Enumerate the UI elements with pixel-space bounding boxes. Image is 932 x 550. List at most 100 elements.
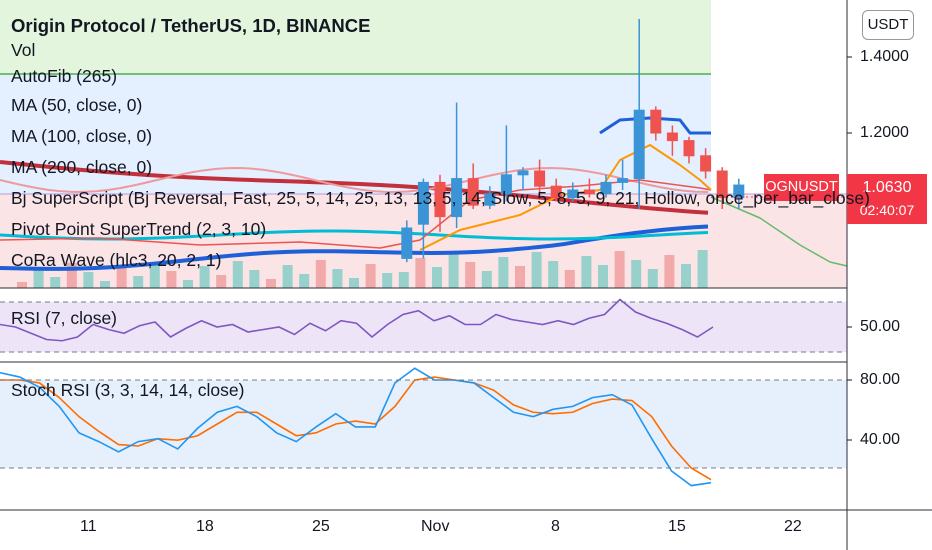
- indicator-autofib[interactable]: AutoFib (265): [11, 66, 118, 86]
- candle-body: [467, 178, 479, 206]
- volume-bar: [382, 273, 393, 288]
- time-tick: 25: [312, 518, 330, 535]
- volume-bar: [50, 277, 61, 288]
- volume-bar: [548, 261, 559, 288]
- candle-body: [666, 132, 678, 142]
- rsi-label[interactable]: RSI (7, close): [11, 308, 117, 328]
- symbol-title[interactable]: Origin Protocol / TetherUS, 1D, BINANCE: [11, 15, 371, 36]
- time-tick: Nov: [421, 518, 450, 535]
- candle-body: [733, 184, 745, 199]
- indicator-volume[interactable]: Vol: [11, 40, 36, 60]
- price-tick: 1.2000: [860, 124, 909, 141]
- indicator-ma50[interactable]: MA (50, close, 0): [11, 95, 143, 115]
- candle-body: [451, 178, 463, 218]
- candle-body: [417, 181, 429, 225]
- indicator-ma100[interactable]: MA (100, close, 0): [11, 126, 153, 146]
- volume-bar: [232, 261, 243, 288]
- volume-bar: [33, 268, 44, 288]
- volume-bar: [349, 278, 359, 288]
- supertrend-line: [0, 179, 712, 249]
- volume-bars: [17, 250, 708, 288]
- time-tick: 8: [551, 518, 560, 535]
- candle-body: [700, 155, 712, 172]
- price-tick: 1.4000: [860, 48, 909, 65]
- volume-bar: [614, 251, 625, 288]
- currency-button[interactable]: USDT: [862, 10, 914, 40]
- volume-bar: [531, 252, 542, 288]
- moving-average-lines: [0, 116, 848, 271]
- volume-bar: [66, 263, 77, 288]
- volume-bar: [266, 279, 276, 288]
- volume-bar: [199, 266, 210, 288]
- bar-countdown: 02:40:07: [859, 202, 915, 218]
- rsi-line: [0, 298, 714, 342]
- ma-line-upper: [599, 116, 711, 135]
- candle-body: [500, 174, 512, 195]
- volume-bar: [564, 270, 575, 288]
- candle-body: [617, 178, 629, 183]
- last-price-tag: 1.0630 02:40:07: [847, 174, 927, 224]
- candle-body: [567, 189, 579, 199]
- volume-bar: [133, 276, 144, 288]
- candle-body: [683, 140, 695, 157]
- volume-bar: [183, 280, 193, 288]
- rsi-band: [0, 302, 847, 352]
- volume-bar: [415, 258, 426, 288]
- candlesticks: [401, 19, 745, 263]
- candle-body: [600, 181, 612, 195]
- indicator-cora-wave[interactable]: CoRa Wave (hlc3, 20, 2, 1): [11, 250, 222, 270]
- projection-line: [710, 196, 848, 267]
- volume-bar: [465, 262, 476, 288]
- volume-bar: [697, 250, 708, 288]
- stoch-k-line: [0, 367, 712, 487]
- rsi-series: [0, 298, 714, 342]
- stoch-rsi-series: [0, 367, 712, 487]
- volume-bar: [116, 267, 127, 288]
- indicator-bj-superscript[interactable]: Bj SuperScript (Bj Reversal, Fast, 25, 5…: [11, 188, 870, 208]
- volume-bar: [398, 272, 409, 288]
- bj-fast-line: [419, 144, 712, 251]
- candle-body: [517, 170, 529, 176]
- stoch-rsi-label[interactable]: Stoch RSI (3, 3, 14, 14, close): [11, 380, 245, 400]
- last-price-value: 1.0630: [862, 179, 912, 196]
- chart-legend: Origin Protocol / TetherUS, 1D, BINANCE …: [11, 14, 870, 276]
- volume-bar: [647, 269, 658, 288]
- candle-body: [434, 181, 446, 218]
- volume-bar: [664, 255, 675, 288]
- volume-bar: [631, 260, 642, 288]
- volume-bar: [149, 262, 160, 288]
- cora-wave-line: [0, 167, 709, 193]
- volume-bar: [515, 266, 525, 288]
- volume-bar: [166, 271, 177, 288]
- stoch-tick: 40.00: [860, 431, 901, 448]
- time-tick: 22: [784, 518, 802, 535]
- rsi-tick: 50.00: [860, 318, 901, 335]
- volume-bar: [598, 265, 608, 288]
- symbol-price-tag: OGNUSDT: [764, 174, 839, 201]
- volume-bar: [17, 282, 27, 288]
- volume-bar: [498, 257, 509, 288]
- volume-bar: [315, 260, 326, 288]
- volume-bar: [432, 267, 442, 288]
- stoch-d-line: [0, 376, 712, 481]
- volume-bar: [481, 271, 492, 288]
- candle-body: [633, 109, 645, 180]
- volume-bar: [299, 274, 310, 288]
- stoch-tick: 80.00: [860, 371, 901, 388]
- candle-body: [484, 193, 496, 206]
- volume-bar: [581, 256, 592, 288]
- volume-bar: [332, 269, 343, 288]
- volume-bar: [681, 264, 691, 288]
- indicator-ma200[interactable]: MA (200, close, 0): [11, 157, 153, 177]
- volume-bar: [216, 275, 227, 288]
- fib-zone-green: [0, 0, 711, 74]
- volume-bar: [100, 281, 110, 288]
- time-tick: 18: [196, 518, 214, 535]
- indicator-pivot-supertrend[interactable]: Pivot Point SuperTrend (2, 3, 10): [11, 219, 267, 239]
- volume-bar: [282, 265, 293, 288]
- candle-body: [716, 170, 728, 199]
- volume-bar: [249, 270, 260, 288]
- candle-body: [401, 227, 413, 259]
- ma-line-red: [0, 160, 709, 215]
